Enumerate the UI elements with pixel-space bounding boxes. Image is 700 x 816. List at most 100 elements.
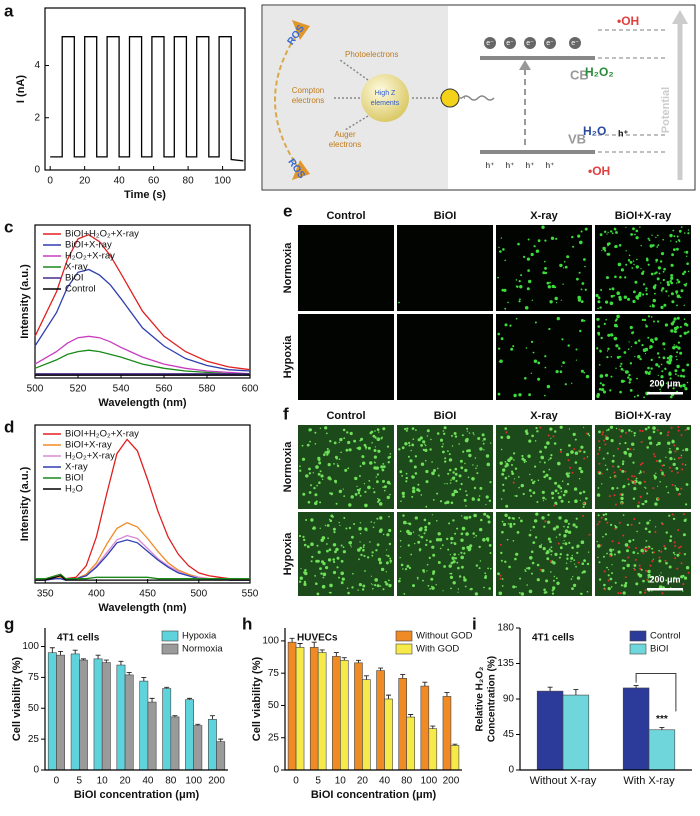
cell-dot (656, 277, 660, 281)
error-bar (103, 659, 109, 663)
dead-cell-dot (678, 546, 681, 549)
cell-dot (687, 232, 690, 235)
cell-dot (374, 578, 379, 582)
cell-dot (375, 466, 379, 470)
dead-cell-dot (617, 447, 619, 450)
dead-cell-dot (602, 431, 604, 434)
legend-swatch (161, 630, 179, 642)
cell-dot (518, 517, 521, 519)
cell-dot (549, 281, 551, 284)
dead-cell-dot (499, 574, 502, 577)
cell-dot (454, 467, 458, 471)
x-tick-label: 5 (315, 776, 321, 787)
cell-dot (632, 461, 635, 464)
cell-dot (647, 573, 651, 578)
cell-dot (626, 563, 630, 568)
cell-dot (550, 437, 552, 439)
cell-dot (566, 483, 570, 486)
cell-dot (614, 526, 618, 529)
cell-dot (549, 300, 553, 304)
electron (544, 37, 556, 49)
dead-cell-dot (677, 426, 680, 428)
cell-dot (629, 362, 633, 365)
cell-dot (543, 475, 546, 479)
cell-dot (663, 464, 665, 467)
error-bar (355, 659, 361, 663)
cell-dot (425, 539, 428, 542)
cell-dot (430, 577, 434, 581)
cell-dot (358, 583, 362, 587)
dead-cell-dot (656, 578, 659, 581)
cell-dot (326, 524, 330, 527)
cell-dot (571, 587, 574, 590)
cell-dot (664, 547, 667, 550)
cell-dot (342, 550, 346, 554)
cell-dot (319, 501, 322, 504)
cell-dot (473, 486, 477, 490)
cell-dot (458, 474, 462, 478)
cell-dot (551, 589, 554, 592)
dead-cell-dot (618, 428, 621, 431)
column-label: BiOI (434, 210, 457, 222)
cell-dot (502, 522, 507, 527)
cell-dot (471, 477, 475, 481)
cell-dot (535, 512, 539, 516)
cell-dot (398, 579, 401, 583)
cell-dot (511, 464, 513, 466)
cell-dot (449, 554, 451, 556)
cell-dot (603, 322, 606, 325)
dead-cell-dot (673, 444, 676, 447)
cell-dot (614, 275, 617, 279)
cell-dot (682, 533, 686, 537)
cell-dot (385, 571, 387, 573)
cell-dot (523, 458, 526, 462)
xray-wave (461, 95, 495, 101)
cell-dot (620, 429, 624, 433)
cell-dot (448, 468, 452, 472)
cell-dot (451, 445, 454, 447)
cell-dot (468, 547, 472, 551)
cell-dot (544, 239, 547, 242)
cell-dot (418, 527, 423, 532)
dead-cell-dot (585, 432, 588, 435)
cell-dot (543, 525, 546, 528)
cell-dot (453, 553, 457, 556)
cell-dot (574, 461, 578, 464)
cell-dot (367, 485, 371, 490)
cell-dot (386, 549, 388, 551)
cell-dot (623, 559, 627, 562)
cell-dot (411, 427, 415, 430)
cell-dot (346, 587, 349, 589)
cell-dot (533, 359, 538, 363)
cell-dot (669, 447, 671, 450)
cell-dot (657, 441, 661, 446)
cell-dot (544, 445, 548, 449)
cell-dot (670, 274, 674, 277)
dead-cell-dot (643, 480, 646, 483)
cell-dot (545, 579, 549, 583)
x-axis-label: Time (s) (124, 189, 166, 201)
dead-cell-dot (612, 465, 615, 468)
cell-dot (356, 447, 359, 449)
cell-dot (317, 550, 321, 554)
cell-dot (323, 453, 326, 457)
cell-dot (374, 584, 377, 587)
cell-dot (622, 460, 625, 463)
y-tick-label: 25 (28, 734, 40, 745)
y-axis-label: Cell viability (%) (251, 656, 263, 741)
cell-dot (454, 532, 457, 535)
cell-dot (543, 591, 547, 594)
dead-cell-dot (639, 429, 642, 432)
dead-cell-dot (639, 495, 642, 498)
cell-dot (351, 586, 354, 589)
cell-dot (417, 540, 421, 544)
cell-dot (546, 557, 550, 561)
cell-dot (310, 542, 314, 546)
cell-dot (628, 429, 631, 432)
cell-dot (304, 569, 307, 572)
error-bar (408, 714, 414, 718)
cell-dot (559, 553, 562, 556)
cell-dot (441, 445, 444, 448)
cell-dot (507, 516, 511, 520)
bar (147, 701, 157, 771)
